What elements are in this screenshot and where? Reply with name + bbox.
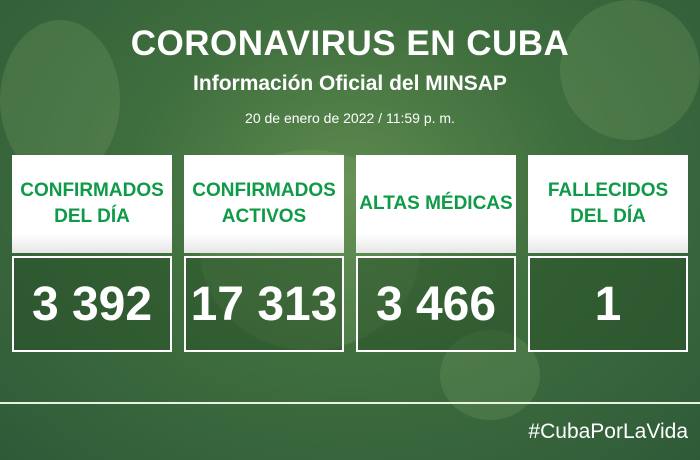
card-discharged: ALTAS MÉDICAS 3 466 — [356, 155, 516, 358]
card-value: 3 466 — [356, 256, 516, 352]
card-active: CONFIRMADOS ACTIVOS 17 313 — [184, 155, 344, 358]
card-label: ALTAS MÉDICAS — [356, 155, 516, 253]
card-deaths-day: FALLECIDOS DEL DÍA 1 — [528, 155, 688, 358]
card-label: FALLECIDOS DEL DÍA — [528, 155, 688, 253]
page-title: CORONAVIRUS EN CUBA — [130, 24, 570, 63]
divider — [0, 402, 700, 404]
card-confirmed-day: CONFIRMADOS DEL DÍA 3 392 — [12, 155, 172, 358]
report-date: 20 de enero de 2022 / 11:59 p. m. — [245, 110, 455, 126]
card-value: 17 313 — [184, 256, 344, 352]
hashtag: #CubaPorLaVida — [528, 420, 688, 443]
card-value: 1 — [528, 256, 688, 352]
card-value: 3 392 — [12, 256, 172, 352]
virus-decoration — [560, 0, 700, 140]
card-label: CONFIRMADOS ACTIVOS — [184, 155, 344, 253]
page-subtitle: Información Oficial del MINSAP — [193, 72, 507, 95]
card-label: CONFIRMADOS DEL DÍA — [12, 155, 172, 253]
virus-decoration — [0, 20, 120, 180]
